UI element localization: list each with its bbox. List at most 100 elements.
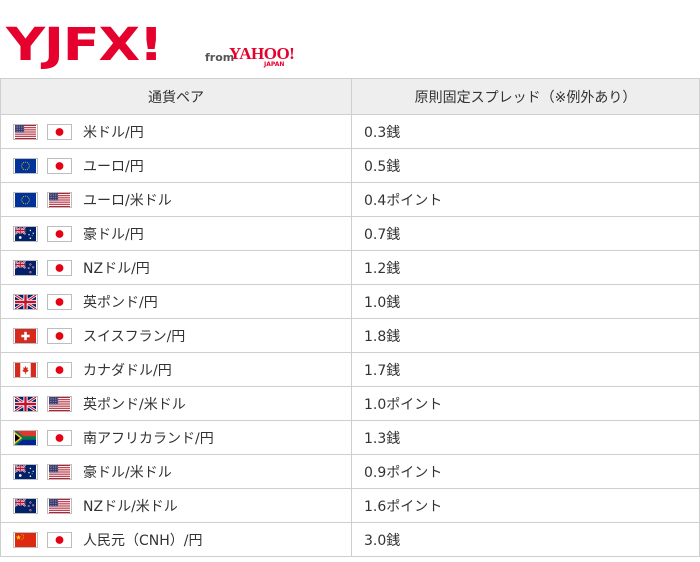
currency-pair: NZドル/円	[13, 258, 351, 278]
spread-value: 0.7銭	[351, 216, 700, 251]
eu-flag-icon	[13, 157, 38, 174]
japan-flag-icon	[47, 429, 72, 446]
spread-value: 1.8銭	[351, 318, 700, 353]
south-africa-flag-icon	[13, 429, 38, 446]
yahoo-japan-text: JAPAN	[264, 61, 285, 68]
currency-pair: 米ドル/円	[13, 122, 351, 142]
currency-pair-label: NZドル/米ドル	[83, 498, 178, 515]
currency-pair-label: 豪ドル/円	[83, 226, 144, 243]
currency-pair-label: 英ポンド/円	[83, 294, 158, 311]
table-row: スイスフラン/円 1.8銭	[0, 318, 700, 353]
column-header-pair: 通貨ペア	[0, 78, 352, 115]
currency-pair: NZドル/米ドル	[13, 496, 351, 516]
table-row: カナダドル/円 1.7銭	[0, 352, 700, 387]
currency-pair-cell: 豪ドル/円	[0, 216, 352, 251]
currency-pair: 英ポンド/円	[13, 292, 351, 312]
australia-flag-icon	[13, 225, 38, 242]
spread-value: 0.4ポイント	[351, 182, 700, 217]
currency-pair: スイスフラン/円	[13, 326, 351, 346]
spread-value: 1.6ポイント	[351, 488, 700, 523]
table-row: 米ドル/円 0.3銭	[0, 114, 700, 149]
eu-flag-icon	[13, 191, 38, 208]
currency-pair-cell: ユーロ/米ドル	[0, 182, 352, 217]
currency-pair: ユーロ/円	[13, 156, 351, 176]
currency-pair-cell: NZドル/円	[0, 250, 352, 285]
currency-pair: ユーロ/米ドル	[13, 190, 351, 210]
currency-pair-label: 人民元（CNH）/円	[83, 532, 203, 549]
spread-value: 1.0銭	[351, 284, 700, 319]
japan-flag-icon	[47, 293, 72, 310]
table-header-row: 通貨ペア 原則固定スプレッド（※例外あり）	[0, 78, 700, 115]
currency-pair: 豪ドル/円	[13, 224, 351, 244]
table-row: ユーロ/米ドル 0.4ポイント	[0, 182, 700, 217]
japan-flag-icon	[47, 327, 72, 344]
spread-value: 0.3銭	[351, 114, 700, 149]
currency-pair-cell: スイスフラン/円	[0, 318, 352, 353]
currency-pair-cell: 南アフリカランド/円	[0, 420, 352, 455]
japan-flag-icon	[47, 123, 72, 140]
header: YJFX! from YAHOO! JAPAN	[0, 0, 700, 78]
currency-pair-cell: カナダドル/円	[0, 352, 352, 387]
spread-value: 0.5銭	[351, 148, 700, 183]
currency-pair: 人民元（CNH）/円	[13, 530, 351, 550]
table-row: ユーロ/円 0.5銭	[0, 148, 700, 183]
yahoo-logo: YAHOO!	[229, 44, 295, 63]
currency-pair-label: 南アフリカランド/円	[83, 430, 214, 447]
currency-pair-label: スイスフラン/円	[83, 328, 186, 345]
table-row: 豪ドル/米ドル 0.9ポイント	[0, 454, 700, 489]
table-row: 英ポンド/米ドル 1.0ポイント	[0, 386, 700, 421]
usa-flag-icon	[47, 395, 72, 412]
spread-value: 1.7銭	[351, 352, 700, 387]
usa-flag-icon	[47, 191, 72, 208]
logo-from-text: from	[205, 51, 235, 64]
switzerland-flag-icon	[13, 327, 38, 344]
yjfx-logo[interactable]: YJFX!	[6, 18, 164, 71]
currency-pair-cell: ユーロ/円	[0, 148, 352, 183]
currency-pair-cell: 米ドル/円	[0, 114, 352, 149]
currency-pair: 豪ドル/米ドル	[13, 462, 351, 482]
table-row: NZドル/円 1.2銭	[0, 250, 700, 285]
table-row: NZドル/米ドル 1.6ポイント	[0, 488, 700, 523]
currency-pair: 英ポンド/米ドル	[13, 394, 351, 414]
table-row: 人民元（CNH）/円 3.0銭	[0, 522, 700, 557]
table-row: 豪ドル/円 0.7銭	[0, 216, 700, 251]
currency-pair-label: 米ドル/円	[83, 124, 144, 141]
currency-pair: 南アフリカランド/円	[13, 428, 351, 448]
uk-flag-icon	[13, 293, 38, 310]
china-flag-icon	[13, 531, 38, 548]
japan-flag-icon	[47, 157, 72, 174]
canada-flag-icon	[13, 361, 38, 378]
currency-pair-label: 豪ドル/米ドル	[83, 464, 172, 481]
japan-flag-icon	[47, 259, 72, 276]
japan-flag-icon	[47, 361, 72, 378]
table-row: 英ポンド/円 1.0銭	[0, 284, 700, 319]
currency-pair-label: 英ポンド/米ドル	[83, 396, 186, 413]
spread-value: 1.0ポイント	[351, 386, 700, 421]
currency-pair: カナダドル/円	[13, 360, 351, 380]
currency-pair-label: カナダドル/円	[83, 362, 172, 379]
spread-value: 1.2銭	[351, 250, 700, 285]
currency-pair-cell: 豪ドル/米ドル	[0, 454, 352, 489]
usa-flag-icon	[47, 463, 72, 480]
spread-value: 0.9ポイント	[351, 454, 700, 489]
spread-value: 3.0銭	[351, 522, 700, 557]
uk-flag-icon	[13, 395, 38, 412]
currency-pair-cell: 英ポンド/円	[0, 284, 352, 319]
table-row: 南アフリカランド/円 1.3銭	[0, 420, 700, 455]
new-zealand-flag-icon	[13, 497, 38, 514]
spread-value: 1.3銭	[351, 420, 700, 455]
currency-pair-label: NZドル/円	[83, 260, 150, 277]
usa-flag-icon	[47, 497, 72, 514]
usa-flag-icon	[13, 123, 38, 140]
currency-pair-cell: NZドル/米ドル	[0, 488, 352, 523]
currency-pair-cell: 人民元（CNH）/円	[0, 522, 352, 557]
australia-flag-icon	[13, 463, 38, 480]
currency-pair-label: ユーロ/米ドル	[83, 192, 172, 209]
currency-pair-cell: 英ポンド/米ドル	[0, 386, 352, 421]
japan-flag-icon	[47, 531, 72, 548]
spread-table: 通貨ペア 原則固定スプレッド（※例外あり） 米ドル/円 0.3銭ユーロ/円 0.5銭…	[0, 78, 700, 557]
japan-flag-icon	[47, 225, 72, 242]
column-header-spread: 原則固定スプレッド（※例外あり）	[351, 78, 700, 115]
currency-pair-label: ユーロ/円	[83, 158, 144, 175]
new-zealand-flag-icon	[13, 259, 38, 276]
